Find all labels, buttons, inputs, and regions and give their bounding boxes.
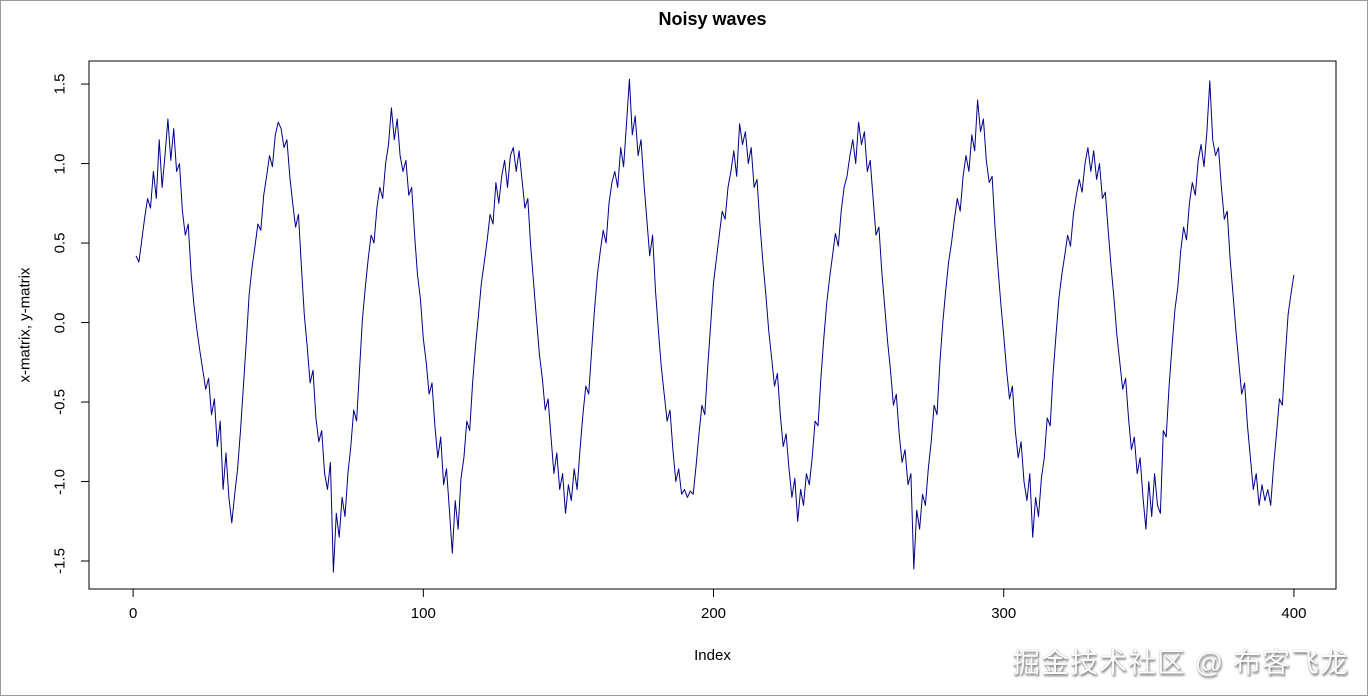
y-tick-label: -1.0	[51, 468, 69, 495]
watermark: 掘金技术社区 @ 布客飞龙	[1012, 647, 1349, 678]
plot-box	[88, 60, 1337, 590]
y-tick-label: 0.0	[51, 312, 69, 333]
y-tick-label: -1.5	[51, 548, 69, 574]
x-tick-label: 300	[991, 605, 1017, 622]
y-axis-label: x-matrix, y-matrix	[16, 267, 34, 383]
x-tick-label: 400	[1281, 605, 1307, 622]
y-tick-label: 1.5	[51, 73, 69, 95]
x-tick-label: 100	[410, 605, 436, 622]
y-tick-label: -0.5	[51, 389, 69, 415]
x-tick-label: 200	[701, 605, 727, 622]
y-tick-label: 1.0	[51, 153, 69, 174]
y-tick-label: 0.5	[51, 232, 69, 254]
x-axis-label: Index	[694, 647, 731, 664]
series-noisy-wave	[135, 78, 1295, 573]
chart-title: Noisy waves	[658, 9, 767, 29]
x-tick-label: 0	[128, 605, 138, 622]
